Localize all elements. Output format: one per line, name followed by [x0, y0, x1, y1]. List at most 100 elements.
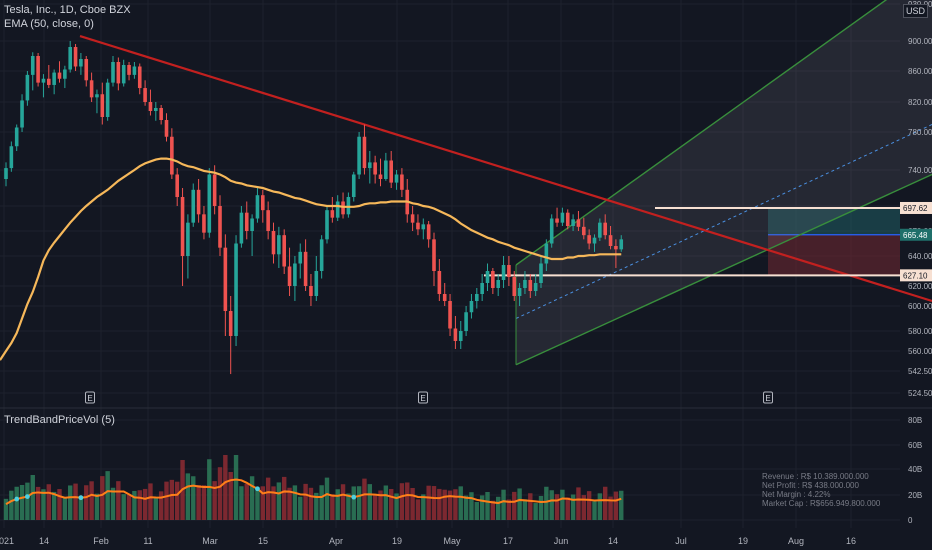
candle-body [560, 212, 565, 223]
candle-body [36, 56, 40, 83]
symbol-legend[interactable]: Tesla, Inc., 1D, Cboe BZX [4, 4, 131, 16]
candle-body [314, 271, 319, 296]
volume-bar [196, 485, 201, 520]
candle-body [357, 136, 361, 175]
volume-bar [30, 475, 35, 520]
volume-bar [442, 489, 447, 520]
volume-bar [405, 482, 410, 520]
volume-bar [522, 499, 528, 520]
candle-body [9, 146, 14, 169]
time-tick-label: May [443, 536, 461, 546]
volume-bar [565, 497, 570, 520]
price-tag-label: 627.10 [903, 271, 928, 280]
candle-body [400, 174, 404, 190]
candle-body [277, 235, 281, 255]
candle-body [475, 294, 479, 301]
candle-body [555, 218, 559, 223]
candle-body [303, 251, 308, 286]
volume-bar [463, 495, 469, 520]
volume-bar [276, 482, 282, 520]
price-tags: 697.62 665.48 627.10 [900, 201, 932, 282]
price-tick-label: 860.00 [908, 67, 932, 76]
candle-body [287, 266, 292, 286]
volume-bar [78, 496, 84, 520]
time-tick-label: 14 [39, 536, 49, 546]
candle-body [608, 235, 613, 246]
volume-average-line [5, 478, 622, 506]
volume-bar [512, 491, 517, 520]
price-tag [900, 228, 932, 241]
candle-body [421, 224, 426, 230]
time-tick-label: Feb [93, 536, 109, 546]
volume-bar [431, 486, 437, 520]
time-tick-label: 2021 [0, 536, 14, 546]
ema-legend[interactable]: EMA (50, close, 0) [4, 18, 94, 30]
candle-body [517, 288, 522, 296]
candle-body [41, 78, 46, 83]
financial-market-cap: Market Cap : R$656.949.800.000 [762, 499, 881, 508]
volume-bar [132, 490, 137, 520]
volume-bar [148, 483, 153, 520]
volume-bar [191, 476, 196, 520]
downtrend-line[interactable] [79, 35, 932, 303]
time-tick-label: Jul [675, 536, 687, 546]
candle-body [255, 195, 260, 219]
volume-tick-label: 20B [908, 491, 922, 500]
volume-bar [46, 484, 51, 520]
candle-body [319, 239, 324, 271]
price-tag-label: 665.48 [903, 231, 928, 240]
candle-body [576, 219, 581, 227]
volume-bar [426, 485, 431, 520]
earnings-marker-label: E [765, 394, 770, 403]
candle-body [389, 160, 393, 183]
candle-body [587, 235, 591, 244]
currency-badge[interactable]: USD [902, 4, 928, 18]
price-tick-label: 740.00 [908, 166, 932, 175]
time-tick-label: Mar [202, 536, 218, 546]
volume-bar [19, 485, 25, 520]
volume-bar [554, 494, 560, 520]
candle-body [448, 301, 452, 329]
volume-bar [292, 485, 298, 520]
volume-bar [421, 494, 426, 520]
volume-bar [3, 498, 9, 520]
horizontal-levels[interactable] [484, 206, 900, 277]
candle-body [84, 59, 89, 81]
ema-50-line [0, 157, 622, 361]
earnings-marker-label: E [87, 394, 92, 403]
candle-body [52, 72, 56, 85]
candle-body [143, 88, 147, 102]
stop-zone [768, 234, 900, 276]
volume-bar [474, 502, 479, 520]
candle-body [598, 222, 602, 238]
time-tick-label: 16 [846, 536, 856, 546]
volume-axis[interactable]: 0 20B 40B 60B 80B [908, 416, 922, 525]
time-axis[interactable]: 2021 14 Feb 11 Mar 15 Apr 19 May 17 Jun 14 Jul 19 Aug 1… [0, 536, 856, 546]
volume-bar [389, 489, 394, 520]
volume-bar [410, 488, 415, 520]
volume-signal-dot [14, 496, 20, 502]
volume-bar [217, 467, 223, 520]
volume-bar [158, 491, 164, 520]
candle-body [228, 311, 233, 336]
price-tick-label: 580.00 [908, 327, 932, 336]
volume-indicator-legend[interactable]: TrendBandPriceVol (5) [4, 414, 115, 426]
candle-body [89, 80, 94, 98]
candle-body [571, 219, 575, 226]
volume-bar [185, 473, 191, 520]
volume-bar [437, 488, 442, 520]
candle-body [95, 94, 99, 98]
volume-bar [94, 493, 100, 520]
volume-bar [330, 494, 335, 520]
volume-bar [100, 476, 105, 520]
volume-trend-line [5, 478, 622, 506]
candle-body [528, 280, 533, 291]
volume-bar [51, 491, 57, 520]
volume-bar [89, 481, 94, 520]
candle-body [491, 271, 495, 288]
candle-body [507, 265, 511, 277]
volume-bar [73, 483, 78, 520]
volume-bar [14, 486, 19, 520]
